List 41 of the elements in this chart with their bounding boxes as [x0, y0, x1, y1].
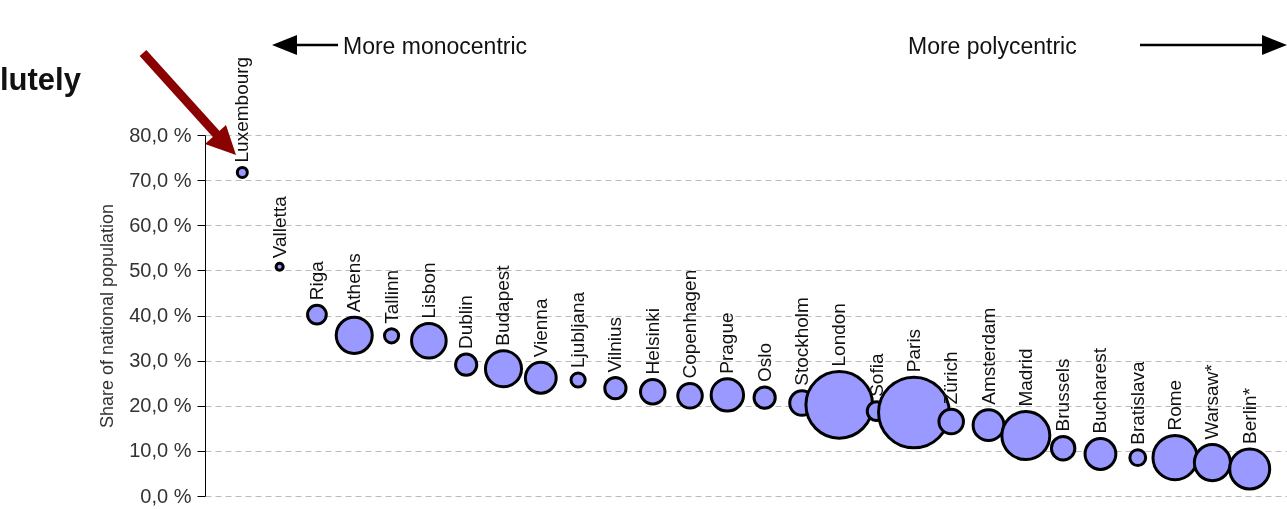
- x-tick-label: Vilnius: [604, 316, 626, 373]
- y-tick-label: 50,0 %: [129, 258, 192, 281]
- y-tick-label: 80,0 %: [129, 123, 192, 146]
- x-tick-label: Tallinn: [380, 269, 402, 324]
- x-tick-label: Bucharest: [1089, 347, 1111, 434]
- text: More polycentric: [908, 33, 1077, 60]
- y-tick-label: 0,0 %: [140, 484, 192, 507]
- x-tick-label: Dublin: [455, 295, 477, 350]
- y-tick-label: 10,0 %: [129, 439, 192, 462]
- x-tick-label: Prague: [716, 312, 738, 374]
- y-tick-label: 20,0 %: [129, 394, 192, 417]
- x-tick-label: Madrid: [1014, 348, 1036, 407]
- x-tick-label: Rome: [1164, 379, 1186, 431]
- y-tick-label: 40,0 %: [129, 304, 192, 326]
- x-tick-label: Stockholm: [790, 297, 812, 386]
- x-tick-label: Bratislava: [1126, 360, 1148, 445]
- x-tick-label: Copenhagen: [679, 269, 701, 379]
- x-tick-label: Sofia: [865, 353, 887, 397]
- x-tick-label: Paris: [902, 328, 924, 373]
- x-tick-label: Budapest: [492, 264, 514, 346]
- y-axis-title: Share of national population: [97, 203, 118, 429]
- x-tick-label: Oslo: [753, 342, 775, 383]
- y-tick-label: 60,0 %: [129, 213, 192, 236]
- text: lutely: [0, 62, 81, 98]
- y-tick-label: 70,0 %: [129, 168, 192, 191]
- text: More monocentric: [343, 33, 528, 60]
- x-tick-label: Amsterdam: [977, 307, 999, 405]
- x-tick-label: Warsaw*: [1201, 363, 1223, 440]
- x-tick-label: London: [828, 303, 850, 367]
- x-tick-label: Berlin*: [1238, 387, 1260, 444]
- x-tick-label: Athens: [343, 253, 365, 313]
- y-tick-label: 30,0 %: [129, 349, 192, 372]
- x-tick-label: Ljubljana: [567, 291, 589, 368]
- x-tick-label: Lisbon: [417, 262, 439, 319]
- x-tick-label: Brussels: [1052, 358, 1074, 432]
- x-tick-label: Vienna: [529, 298, 551, 358]
- x-tick-label: Luxembourg: [231, 56, 253, 163]
- x-tick-label: Zürich: [940, 351, 962, 405]
- x-tick-label: Valletta: [268, 195, 290, 259]
- x-tick-label: Helsinki: [641, 307, 663, 375]
- x-tick-label: Riga: [305, 260, 327, 301]
